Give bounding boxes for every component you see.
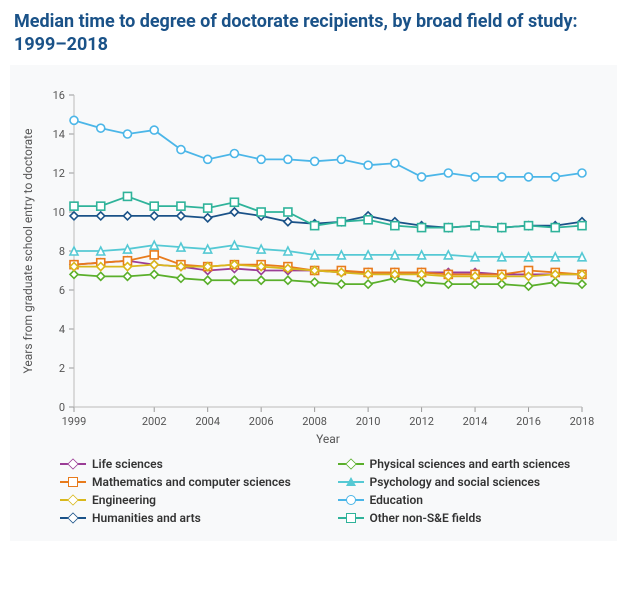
svg-text:2010: 2010 xyxy=(356,415,381,428)
legend-label: Life sciences xyxy=(92,457,163,471)
legend-label: Mathematics and computer sciences xyxy=(92,475,291,489)
svg-text:2014: 2014 xyxy=(463,415,488,428)
legend-item-eng: Engineering xyxy=(60,493,324,507)
svg-text:2: 2 xyxy=(59,362,65,375)
svg-text:2008: 2008 xyxy=(302,415,327,428)
x-axis-label: Year xyxy=(316,432,340,446)
legend-label: Other non-S&E fields xyxy=(370,511,482,525)
svg-text:6: 6 xyxy=(59,284,65,297)
svg-text:2002: 2002 xyxy=(142,415,167,428)
svg-text:4: 4 xyxy=(59,323,65,336)
line-chart: 0 2 4 6 8 10 12 14 16 1999 2002 2004 2006 2008 2010 201… xyxy=(16,77,596,447)
svg-text:12: 12 xyxy=(53,167,65,180)
svg-text:2006: 2006 xyxy=(249,415,274,428)
legend-item-other: Other non-S&E fields xyxy=(338,511,602,525)
legend-item-math: Mathematics and computer sciences xyxy=(60,475,324,489)
legend-item-life: Life sciences xyxy=(60,457,324,471)
legend-label: Physical sciences and earth sciences xyxy=(370,457,571,471)
legend-label: Engineering xyxy=(92,493,156,507)
svg-text:1999: 1999 xyxy=(62,415,87,428)
svg-text:16: 16 xyxy=(53,89,65,102)
legend-item-hum: Humanities and arts xyxy=(60,511,324,525)
svg-text:10: 10 xyxy=(53,206,65,219)
legend-item-edu: Education xyxy=(338,493,602,507)
y-axis-label: Years from graduate school entry to doct… xyxy=(21,128,35,373)
legend-label: Education xyxy=(370,493,423,507)
chart-legend: Life sciences Physical sciences and earth… xyxy=(16,447,611,529)
svg-text:8: 8 xyxy=(59,245,65,258)
svg-text:2016: 2016 xyxy=(516,415,541,428)
svg-text:2012: 2012 xyxy=(409,415,434,428)
page-title: Median time to degree of doctorate recip… xyxy=(0,0,621,65)
legend-item-psych: Psychology and social sciences xyxy=(338,475,602,489)
legend-item-phys: Physical sciences and earth sciences xyxy=(338,457,602,471)
legend-label: Psychology and social sciences xyxy=(370,475,541,489)
svg-text:2018: 2018 xyxy=(570,415,595,428)
svg-text:0: 0 xyxy=(59,401,65,414)
svg-text:14: 14 xyxy=(53,128,65,141)
svg-text:2004: 2004 xyxy=(195,415,220,428)
legend-label: Humanities and arts xyxy=(92,511,201,525)
chart-container: 0 2 4 6 8 10 12 14 16 1999 2002 2004 2006 2008 2010 201… xyxy=(10,65,617,541)
